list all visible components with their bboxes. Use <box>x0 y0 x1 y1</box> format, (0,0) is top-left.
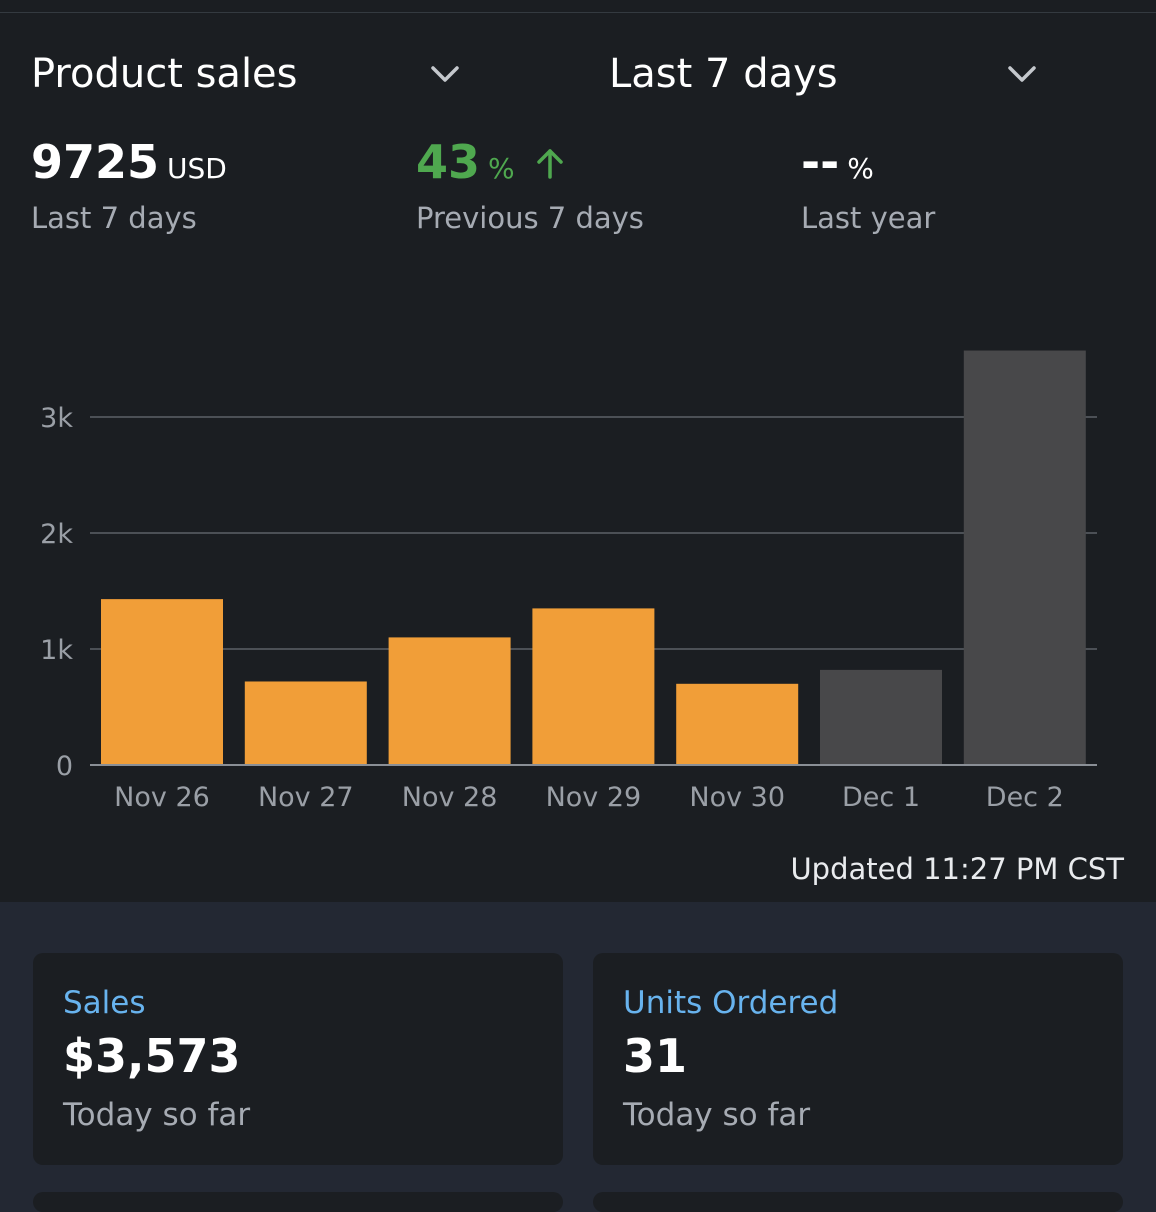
total-sales-unit: USD <box>167 152 227 185</box>
bar-nov-26 <box>101 599 223 765</box>
last-year-change-unit: % <box>847 152 874 185</box>
x-tick-label: Dec 1 <box>842 782 920 813</box>
sales-card-value: $3,573 <box>63 1029 241 1083</box>
total-sales-label: Last 7 days <box>31 201 197 235</box>
sales-card-title: Sales <box>63 985 146 1021</box>
total-sales-value: 9725 <box>31 135 160 189</box>
units-card-value: 31 <box>623 1029 688 1083</box>
arrow-up-icon <box>536 149 563 179</box>
bar-nov-29 <box>532 608 655 765</box>
previous-period-change-label: Previous 7 days <box>416 201 644 235</box>
x-tick-label: Nov 28 <box>402 782 498 813</box>
chevron-down-icon <box>1008 66 1036 82</box>
top-divider <box>0 12 1156 13</box>
metric-selector-dropdown[interactable]: Product sales <box>31 46 471 102</box>
previous-period-change-value: 43 <box>416 135 481 189</box>
bar-dec-2 <box>963 350 1086 765</box>
last-year-change-metric: --% Last year <box>801 134 935 235</box>
total-sales-metric: 9725 USD Last 7 days <box>31 134 227 235</box>
previous-period-change-unit: % <box>488 152 515 185</box>
chevron-down-icon <box>431 66 459 82</box>
bar-nov-27 <box>244 681 367 765</box>
metric-selector-label: Product sales <box>31 51 298 97</box>
y-tick-label: 2k <box>40 519 73 550</box>
x-tick-label: Dec 2 <box>986 782 1064 813</box>
sales-card-subtitle: Today so far <box>63 1097 251 1133</box>
bar-dec-1 <box>820 669 942 765</box>
x-tick-label: Nov 29 <box>546 782 642 813</box>
sales-today-card[interactable]: Sales $3,573 Today so far <box>33 953 563 1165</box>
previous-period-change-metric: 43% Previous 7 days <box>416 134 644 235</box>
updated-timestamp: Updated 11:27 PM CST <box>790 852 1124 886</box>
next-card-right[interactable] <box>593 1192 1123 1212</box>
y-tick-label: 3k <box>40 403 73 434</box>
units-ordered-today-card[interactable]: Units Ordered 31 Today so far <box>593 953 1123 1165</box>
x-tick-label: Nov 30 <box>689 782 785 813</box>
y-tick-label: 0 <box>56 751 73 782</box>
y-tick-label: 1k <box>40 635 73 666</box>
range-selector-label: Last 7 days <box>609 51 838 97</box>
bar-nov-28 <box>388 637 511 765</box>
units-card-subtitle: Today so far <box>623 1097 811 1133</box>
units-card-title: Units Ordered <box>623 985 839 1021</box>
last-year-change-value: -- <box>801 135 840 189</box>
x-tick-label: Nov 26 <box>114 782 210 813</box>
x-tick-label: Nov 27 <box>258 782 354 813</box>
last-year-change-label: Last year <box>801 201 936 235</box>
bar-nov-30 <box>676 683 799 765</box>
sales-summary-panel: Product sales Last 7 days 9725 USD Last 7… <box>0 0 1156 902</box>
sales-bar-chart: 0 1k 2k 3k Nov 26 Nov 27 Nov 28 Nov 29 Nov 30 Dec… <box>40 350 1097 813</box>
range-selector-dropdown[interactable]: Last 7 days <box>609 46 1049 102</box>
next-card-left[interactable] <box>33 1192 563 1212</box>
